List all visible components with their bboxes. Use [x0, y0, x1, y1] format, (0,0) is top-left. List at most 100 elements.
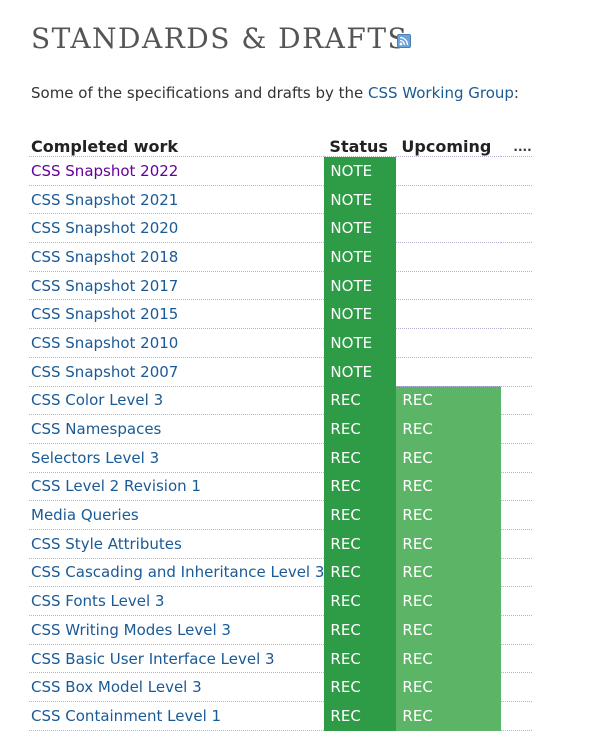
spec-name-cell: CSS Cascading and Inheritance Level 3	[29, 558, 325, 588]
upcoming-badge	[396, 156, 502, 186]
spec-rows: CSS Snapshot 2022 NOTE CSS Snapshot 2021 NO…	[29, 156, 533, 731]
page-title: STANDARDS & DRAFTS	[31, 22, 409, 55]
spec-name-cell: CSS Snapshot 2021	[29, 185, 325, 215]
upcoming-badge: REC	[396, 443, 502, 473]
more-cell	[501, 443, 533, 473]
table-row: CSS Fonts Level 3 REC REC	[29, 586, 533, 616]
spec-link[interactable]: CSS Style Attributes	[31, 534, 182, 553]
status-badge: NOTE	[324, 213, 397, 244]
status-badge: NOTE	[324, 328, 397, 358]
spec-link[interactable]: CSS Color Level 3	[31, 391, 164, 410]
spec-link[interactable]: CSS Snapshot 2018	[31, 247, 179, 266]
upcoming-badge	[396, 299, 502, 330]
table-row: CSS Color Level 3 REC REC	[29, 386, 533, 416]
more-cell	[501, 414, 533, 444]
status-badge: NOTE	[324, 185, 397, 215]
spec-link[interactable]: CSS Basic User Interface Level 3	[31, 649, 275, 668]
header-completed-work: Completed work	[29, 128, 325, 157]
more-cell	[501, 615, 533, 645]
more-cell	[501, 271, 533, 301]
upcoming-badge: REC	[396, 529, 502, 559]
header-more[interactable]: ....	[501, 128, 533, 157]
spec-link[interactable]: CSS Namespaces	[31, 420, 162, 439]
upcoming-badge	[396, 328, 502, 358]
spec-link[interactable]: CSS Snapshot 2020	[31, 219, 179, 238]
spec-link[interactable]: Media Queries	[31, 506, 139, 525]
more-cell	[501, 701, 533, 731]
table-row: CSS Basic User Interface Level 3 REC REC	[29, 644, 533, 674]
spec-name-cell: CSS Basic User Interface Level 3	[29, 644, 325, 674]
status-badge: REC	[324, 414, 397, 444]
more-ellipsis[interactable]: ....	[513, 140, 532, 154]
status-badge: REC	[324, 443, 397, 473]
status-badge: REC	[324, 701, 397, 731]
spec-name-cell: CSS Snapshot 2015	[29, 299, 325, 330]
status-badge: NOTE	[324, 156, 397, 186]
status-badge: REC	[324, 672, 397, 703]
upcoming-badge: REC	[396, 672, 502, 703]
spec-name-cell: CSS Snapshot 2007	[29, 357, 325, 387]
more-cell	[501, 156, 533, 186]
spec-name-cell: CSS Writing Modes Level 3	[29, 615, 325, 645]
spec-link[interactable]: CSS Snapshot 2010	[31, 333, 179, 352]
spec-link[interactable]: CSS Cascading and Inheritance Level 3	[31, 563, 325, 582]
table-row: CSS Snapshot 2022 NOTE	[29, 156, 533, 186]
spec-name-cell: Selectors Level 3	[29, 443, 325, 473]
more-cell	[501, 299, 533, 330]
upcoming-badge: REC	[396, 701, 502, 731]
table-row: CSS Namespaces REC REC	[29, 414, 533, 444]
spec-name-cell: CSS Snapshot 2020	[29, 213, 325, 244]
spec-name-cell: CSS Containment Level 1	[29, 701, 325, 731]
status-badge: REC	[324, 615, 397, 645]
spec-link[interactable]: CSS Writing Modes Level 3	[31, 620, 231, 639]
table-row: CSS Snapshot 2018 NOTE	[29, 242, 533, 272]
spec-link[interactable]: CSS Box Model Level 3	[31, 678, 202, 697]
spec-link[interactable]: Selectors Level 3	[31, 448, 160, 467]
upcoming-badge: REC	[396, 586, 502, 616]
spec-link[interactable]: CSS Fonts Level 3	[31, 592, 165, 611]
spec-link[interactable]: CSS Snapshot 2007	[31, 362, 179, 381]
spec-link[interactable]: CSS Snapshot 2017	[31, 276, 179, 295]
more-cell	[501, 386, 533, 416]
table-row: Selectors Level 3 REC REC	[29, 443, 533, 473]
spec-name-cell: CSS Snapshot 2010	[29, 328, 325, 358]
css-working-group-link[interactable]: CSS Working Group	[368, 84, 514, 102]
more-cell	[501, 213, 533, 244]
more-cell	[501, 644, 533, 674]
table-row: CSS Snapshot 2021 NOTE	[29, 185, 533, 215]
table-row: Media Queries REC REC	[29, 500, 533, 530]
spec-link[interactable]: CSS Snapshot 2022	[31, 161, 179, 180]
table-row: CSS Snapshot 2007 NOTE	[29, 357, 533, 387]
more-cell	[501, 328, 533, 358]
more-cell	[501, 672, 533, 703]
intro-paragraph: Some of the specifications and drafts by…	[31, 84, 519, 102]
upcoming-badge: REC	[396, 414, 502, 444]
spec-name-cell: CSS Style Attributes	[29, 529, 325, 559]
spec-link[interactable]: CSS Containment Level 1	[31, 706, 222, 725]
more-cell	[501, 586, 533, 616]
status-badge: REC	[324, 586, 397, 616]
upcoming-badge: REC	[396, 472, 502, 502]
spec-link[interactable]: CSS Level 2 Revision 1	[31, 477, 201, 496]
status-badge: NOTE	[324, 271, 397, 301]
rss-feed-icon[interactable]	[397, 34, 411, 48]
upcoming-badge	[396, 357, 502, 387]
more-cell	[501, 529, 533, 559]
status-badge: REC	[324, 472, 397, 502]
upcoming-badge: REC	[396, 644, 502, 674]
status-badge: NOTE	[324, 299, 397, 330]
spec-name-cell: CSS Snapshot 2017	[29, 271, 325, 301]
spec-name-cell: CSS Level 2 Revision 1	[29, 472, 325, 502]
spec-name-cell: CSS Box Model Level 3	[29, 672, 325, 703]
more-cell	[501, 357, 533, 387]
table-row: CSS Snapshot 2020 NOTE	[29, 213, 533, 244]
more-cell	[501, 242, 533, 272]
specs-table: Completed work Status Upcoming .... CSS …	[29, 128, 533, 731]
table-row: CSS Cascading and Inheritance Level 3 REC…	[29, 558, 533, 588]
status-badge: NOTE	[324, 357, 397, 387]
spec-link[interactable]: CSS Snapshot 2021	[31, 190, 179, 209]
intro-text: Some of the specifications and drafts by…	[31, 84, 369, 102]
spec-link[interactable]: CSS Snapshot 2015	[31, 305, 179, 324]
upcoming-badge: REC	[396, 558, 502, 588]
spec-name-cell: CSS Namespaces	[29, 414, 325, 444]
